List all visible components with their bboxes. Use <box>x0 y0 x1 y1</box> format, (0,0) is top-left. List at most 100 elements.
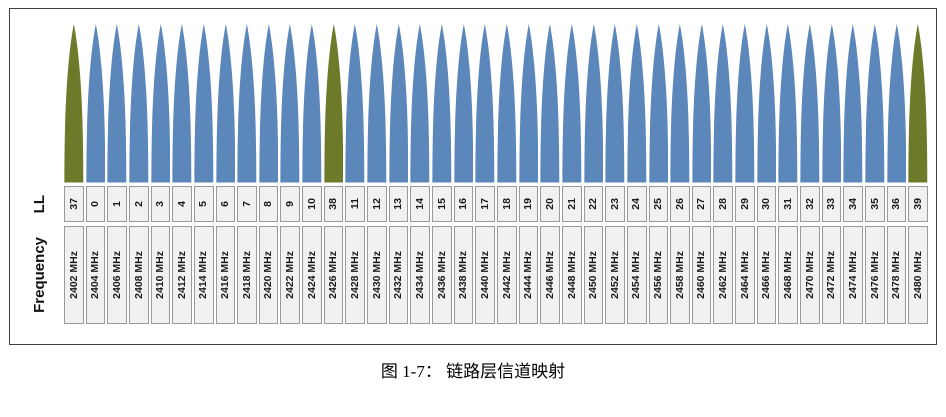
ll-channel-number: 1 <box>110 201 123 207</box>
frequency-cell: 2444 MHz <box>518 226 539 324</box>
figure-caption: 图 1-7： 链路层信道映射 <box>380 362 566 381</box>
ll-channel-cell: 27 <box>691 186 712 222</box>
ll-channel-cell: 2 <box>128 186 149 222</box>
channel-column: 17 2440 MHz <box>475 23 495 324</box>
ll-channel-cell: 4 <box>172 186 192 222</box>
frequency-cell: 2430 MHz <box>367 226 387 324</box>
ll-channel-number: 15 <box>435 198 448 210</box>
channel-column: 23 2452 MHz <box>605 23 625 324</box>
ll-channel-number: 7 <box>240 201 253 207</box>
channel-lobe-icon <box>627 24 647 183</box>
frequency-cell: 2438 MHz <box>453 226 474 324</box>
channel-lobe-icon <box>800 24 820 183</box>
frequency-cell: 2474 MHz <box>843 226 864 324</box>
ll-channel-cell: 24 <box>626 186 647 222</box>
channel-column: 6 2416 MHz <box>215 23 236 324</box>
frequency-value: 2430 MHz <box>370 251 383 299</box>
ll-channel-cell: 3 <box>150 186 171 222</box>
frequency-value: 2420 MHz <box>262 251 275 299</box>
channel-column: 32 2470 MHz <box>800 23 820 324</box>
ll-channel-number: 30 <box>760 198 773 210</box>
frequency-cell: 2454 MHz <box>626 226 647 324</box>
frequency-value: 2460 MHz <box>695 251 708 299</box>
frequency-value: 2478 MHz <box>890 251 903 299</box>
ll-channel-cell: 36 <box>886 186 907 222</box>
ll-channel-cell: 5 <box>193 186 214 222</box>
frequency-value: 2466 MHz <box>760 251 773 299</box>
channel-column: 13 2432 MHz <box>388 23 409 324</box>
frequency-value: 2408 MHz <box>132 251 145 299</box>
channel-lobe-icon <box>713 24 733 183</box>
ll-channel-cell: 34 <box>843 186 864 222</box>
channel-column: 30 2466 MHz <box>756 23 777 324</box>
ll-channel-number: 6 <box>219 201 232 207</box>
frequency-cell: 2476 MHz <box>865 226 885 324</box>
ll-channel-cell: 39 <box>908 186 928 222</box>
channel-lobe-icon <box>735 24 755 183</box>
channel-lobe-icon <box>518 24 538 183</box>
frequency-value: 2448 MHz <box>565 251 578 299</box>
ll-channel-number: 2 <box>132 201 145 207</box>
ll-channel-number: 17 <box>478 198 491 210</box>
channel-column: 37 2402 MHz <box>64 23 84 324</box>
frequency-cell: 2402 MHz <box>64 226 84 324</box>
ll-channel-number: 35 <box>868 198 881 210</box>
ll-channel-cell: 10 <box>302 186 322 222</box>
channel-column: 12 2430 MHz <box>367 23 387 324</box>
ll-channel-number: 36 <box>890 198 903 210</box>
frequency-axis-label-box: Frequency <box>14 226 64 324</box>
ll-channel-number: 26 <box>673 198 686 210</box>
channel-column: 20 2446 MHz <box>540 23 560 324</box>
frequency-value: 2410 MHz <box>154 251 167 299</box>
ll-channel-number: 32 <box>803 198 816 210</box>
channel-column: 29 2464 MHz <box>735 23 755 324</box>
ll-axis-label: LL <box>30 194 48 214</box>
frequency-value: 2444 MHz <box>522 251 535 299</box>
channel-lobe-icon <box>778 24 798 183</box>
frequency-value: 2452 MHz <box>608 251 621 299</box>
channel-column: 22 2450 MHz <box>583 23 604 324</box>
ll-channel-number: 11 <box>349 198 362 210</box>
ll-channel-cell: 33 <box>821 186 842 222</box>
ll-channel-number: 38 <box>327 198 340 210</box>
frequency-cell: 2458 MHz <box>670 226 690 324</box>
ll-channel-number: 34 <box>846 198 859 210</box>
ll-channel-cell: 35 <box>865 186 885 222</box>
frequency-value: 2456 MHz <box>652 251 665 299</box>
channel-lobe-icon <box>129 24 149 183</box>
ll-channel-cell: 0 <box>85 186 106 222</box>
frequency-cell: 2406 MHz <box>107 226 127 324</box>
channel-column: 25 2456 MHz <box>648 23 669 324</box>
channel-column: 8 2420 MHz <box>258 23 279 324</box>
frequency-value: 2450 MHz <box>587 251 600 299</box>
frequency-cell: 2422 MHz <box>280 226 301 324</box>
ll-channel-number: 8 <box>262 201 275 207</box>
channel-column: 4 2412 MHz <box>172 23 192 324</box>
ll-channel-cell: 1 <box>107 186 127 222</box>
ll-channel-number: 25 <box>652 198 665 210</box>
frequency-cell: 2440 MHz <box>475 226 495 324</box>
ll-channel-cell: 19 <box>518 186 539 222</box>
ll-channel-cell: 7 <box>237 186 257 222</box>
frequency-value: 2434 MHz <box>413 251 426 299</box>
channel-column: 18 2442 MHz <box>496 23 517 324</box>
ll-channel-cell: 26 <box>670 186 690 222</box>
channel-lobe-icon <box>389 24 409 183</box>
channel-lobe-icon <box>540 24 560 183</box>
frequency-value: 2440 MHz <box>478 251 491 299</box>
frequency-value: 2480 MHz <box>911 251 924 299</box>
channel-column: 33 2472 MHz <box>821 23 842 324</box>
frequency-axis-label: Frequency <box>30 237 48 313</box>
ll-channel-number: 3 <box>154 201 167 207</box>
channel-column: 38 2426 MHz <box>323 23 344 324</box>
frequency-value: 2402 MHz <box>67 251 80 299</box>
frequency-cell: 2420 MHz <box>258 226 279 324</box>
ll-channel-number: 24 <box>630 198 643 210</box>
channel-column: 26 2458 MHz <box>670 23 690 324</box>
ll-channel-cell: 28 <box>713 186 734 222</box>
channel-lobe-icon <box>497 24 517 183</box>
channel-lobe-icon <box>648 24 668 183</box>
ll-channel-cell: 6 <box>215 186 236 222</box>
frequency-value: 2412 MHz <box>175 251 188 299</box>
channel-lobe-icon <box>410 24 430 183</box>
